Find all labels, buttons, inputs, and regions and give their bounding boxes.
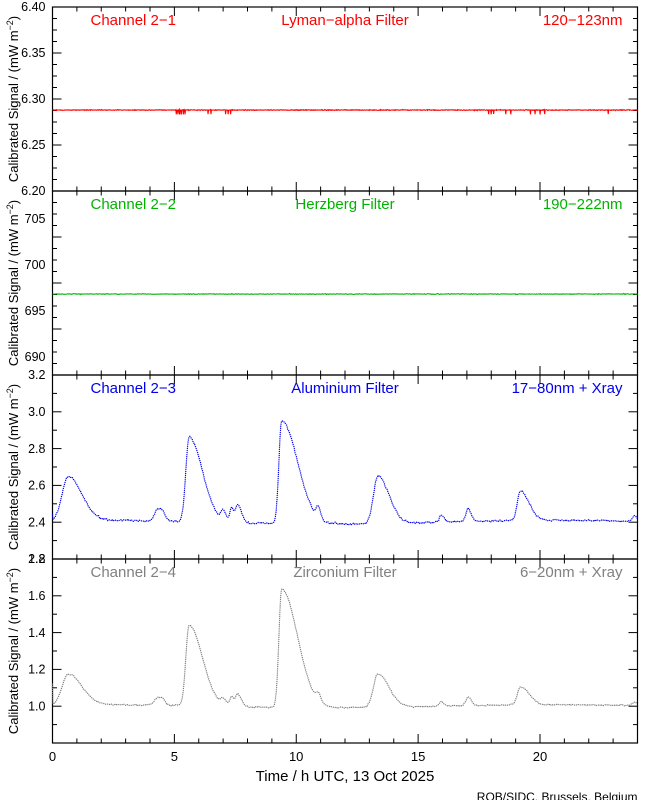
svg-text:6.35: 6.35: [21, 46, 45, 60]
svg-text:2.6: 2.6: [28, 479, 45, 493]
svg-text:Zirconium Filter: Zirconium Filter: [293, 564, 396, 581]
svg-text:6.20: 6.20: [21, 184, 45, 198]
svg-text:Calibrated Signal / (mW m−2): Calibrated Signal / (mW m−2): [5, 384, 21, 550]
svg-text:1.6: 1.6: [28, 589, 45, 603]
svg-text:120−123nm: 120−123nm: [543, 12, 623, 29]
svg-text:6.30: 6.30: [21, 92, 45, 106]
svg-text:Calibrated Signal / (mW m−2): Calibrated Signal / (mW m−2): [5, 568, 21, 734]
svg-text:1.8: 1.8: [28, 552, 45, 566]
svg-text:690: 690: [25, 350, 46, 364]
svg-text:Channel 2−2: Channel 2−2: [91, 196, 177, 213]
svg-text:6.40: 6.40: [21, 0, 45, 14]
svg-text:705: 705: [25, 212, 46, 226]
svg-text:15: 15: [411, 749, 425, 764]
svg-text:1.4: 1.4: [28, 626, 45, 640]
svg-text:6.25: 6.25: [21, 138, 45, 152]
svg-text:1.2: 1.2: [28, 663, 45, 677]
svg-text:10: 10: [289, 749, 303, 764]
svg-text:Time / h UTC, 13 Oct 2025: Time / h UTC, 13 Oct 2025: [256, 768, 435, 785]
svg-text:17−80nm + Xray: 17−80nm + Xray: [512, 380, 623, 397]
svg-text:Lyman−alpha Filter: Lyman−alpha Filter: [281, 12, 408, 29]
svg-text:3.0: 3.0: [28, 405, 45, 419]
svg-text:Aluminium Filter: Aluminium Filter: [291, 380, 399, 397]
svg-text:3.2: 3.2: [28, 368, 45, 382]
svg-text:Herzberg Filter: Herzberg Filter: [295, 196, 394, 213]
svg-text:700: 700: [25, 258, 46, 272]
svg-text:Channel 2−3: Channel 2−3: [91, 380, 177, 397]
svg-text:6−20nm + Xray: 6−20nm + Xray: [520, 564, 623, 581]
svg-text:Channel 2−1: Channel 2−1: [91, 12, 177, 29]
svg-text:695: 695: [25, 304, 46, 318]
svg-text:ROB/SIDC, Brussels, Belgium: ROB/SIDC, Brussels, Belgium: [477, 790, 638, 800]
svg-text:1.0: 1.0: [28, 699, 45, 713]
svg-text:Calibrated Signal / (mW m−2): Calibrated Signal / (mW m−2): [5, 16, 21, 182]
svg-text:Channel 2−4: Channel 2−4: [91, 564, 177, 581]
svg-text:2.4: 2.4: [28, 515, 45, 529]
svg-text:5: 5: [171, 749, 178, 764]
svg-text:Calibrated Signal / (mW m−2): Calibrated Signal / (mW m−2): [5, 200, 21, 366]
svg-text:20: 20: [533, 749, 547, 764]
svg-text:190−222nm: 190−222nm: [543, 196, 623, 213]
svg-text:2.8: 2.8: [28, 442, 45, 456]
svg-text:0: 0: [49, 749, 56, 764]
